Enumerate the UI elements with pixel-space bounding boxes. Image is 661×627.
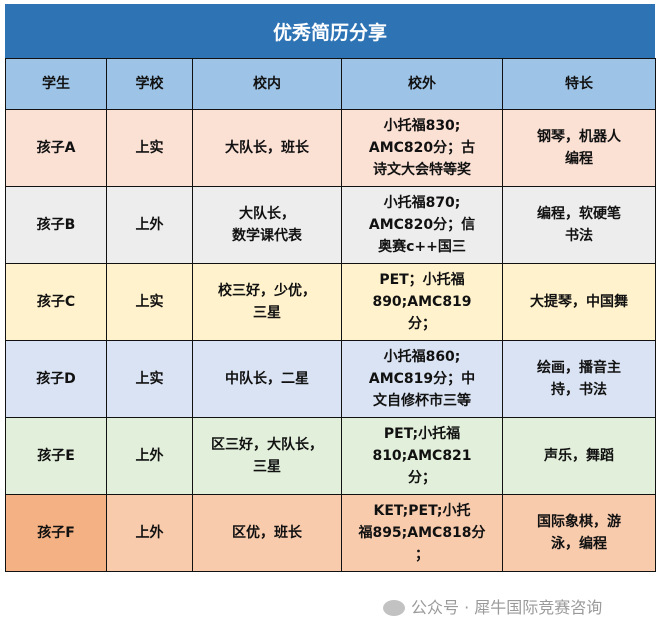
cell-outside: PET；小托福 890;AMC819 分； (341, 263, 503, 341)
cell-student: 孩子F (5, 494, 107, 572)
cell-school: 上外 (106, 494, 193, 572)
cell-outside: 小托福860; AMC819分；中 文自修杯市三等 (341, 340, 503, 418)
header-school: 学校 (106, 58, 193, 110)
cell-student: 孩子B (5, 186, 107, 264)
cell-talent: 声乐，舞蹈 (502, 417, 656, 495)
watermark-text: 公众号 · 犀牛国际竞赛咨询 (411, 598, 603, 617)
cell-student: 孩子D (5, 340, 107, 418)
cell-school: 上外 (106, 186, 193, 264)
table-row: 孩子F 上外 区优，班长 KET;PET;小托 福895;AMC818分；国际象棋，游泳… (5, 494, 656, 572)
cell-student: 孩子A (5, 109, 107, 187)
watermark: 公众号 · 犀牛国际竞赛咨询 (383, 598, 602, 618)
header-row: 学生 学校 校内 校外 特长 (5, 58, 656, 110)
cell-student: 孩子E (5, 417, 107, 495)
cell-school: 上实 (106, 263, 193, 341)
cell-school: 上实 (106, 109, 193, 187)
header-talent: 特长 (502, 58, 656, 110)
table-row: 孩子B 上外 大队长， 数学课代表 小托福870; AMC820分；信 奥赛c++国三 编程，… (5, 186, 656, 264)
table-row: 孩子A 上实 大队长，班长 小托福830; AMC820分；古 诗文大会特等奖 钢琴，机器人… (5, 109, 656, 187)
cell-school: 上实 (106, 340, 193, 418)
cell-inside: 区优，班长 (192, 494, 342, 572)
resume-table: 学生 学校 校内 校外 特长 孩子A 上实 大队长，班长 小托福830; AMC820分… (5, 58, 656, 572)
table-row: 孩子D 上实 中队长，二星 小托福860; AMC819分；中 文自修杯市三等 绘画，播音主… (5, 340, 656, 418)
cell-talent: 国际象棋，游 泳，编程 (502, 494, 656, 572)
table-row: 孩子E 上外 区三好，大队长， 三星 PET;小托福 810;AMC821 分； 声乐，舞蹈 (5, 417, 656, 495)
cell-talent: 钢琴，机器人 编程 (502, 109, 656, 187)
cell-talent: 编程，软硬笔 书法 (502, 186, 656, 264)
cell-outside: 小托福830; AMC820分；古 诗文大会特等奖 (341, 109, 503, 187)
cell-outside: 小托福870; AMC820分；信 奥赛c++国三 (341, 186, 503, 264)
cell-inside: 区三好，大队长， 三星 (192, 417, 342, 495)
cell-inside: 大队长，班长 (192, 109, 342, 187)
header-student: 学生 (5, 58, 107, 110)
cell-talent: 绘画，播音主 持，书法 (502, 340, 656, 418)
header-outside: 校外 (341, 58, 503, 110)
cell-school: 上外 (106, 417, 193, 495)
header-inside: 校内 (192, 58, 342, 110)
cell-outside: PET;小托福 810;AMC821 分； (341, 417, 503, 495)
cell-inside: 中队长，二星 (192, 340, 342, 418)
wechat-icon (383, 600, 405, 616)
cell-student: 孩子C (5, 263, 107, 341)
cell-talent: 大提琴，中国舞 (502, 263, 656, 341)
table-row: 孩子C 上实 校三好，少优， 三星 PET；小托福 890;AMC819 分； 大提琴，中国舞 (5, 263, 656, 341)
table-title: 优秀简历分享 (5, 4, 655, 58)
cell-inside: 大队长， 数学课代表 (192, 186, 342, 264)
cell-inside: 校三好，少优， 三星 (192, 263, 342, 341)
cell-outside: KET;PET;小托 福895;AMC818分； (341, 494, 503, 572)
